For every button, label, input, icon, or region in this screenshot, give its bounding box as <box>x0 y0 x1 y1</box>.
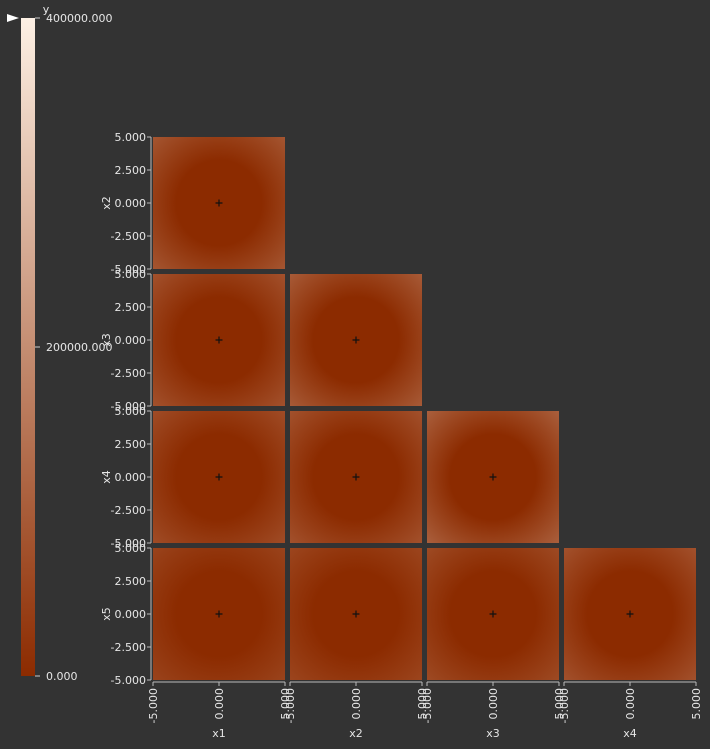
colorbar-tick-label: 0.000 <box>46 670 78 683</box>
y-tick-label: 0.000 <box>115 197 147 210</box>
y-tick-label: 5.000 <box>115 268 147 281</box>
y-tick-label: 5.000 <box>115 405 147 418</box>
x-tick-label: 0.000 <box>487 688 500 720</box>
center-marker-icon <box>626 610 634 618</box>
x-tick-label: 5.000 <box>553 688 566 720</box>
x-tick-label: -5.000 <box>147 688 160 723</box>
y-tick-label: -2.500 <box>111 504 146 517</box>
y-tick-label: -2.500 <box>111 230 146 243</box>
y-tick-label: 0.000 <box>115 334 147 347</box>
center-marker-icon <box>215 610 223 618</box>
y-tick-label: -5.000 <box>111 400 146 413</box>
y-tick-label: 2.500 <box>115 164 147 177</box>
y-axis-label-x4: x4 <box>100 470 113 484</box>
y-tick-label: 5.000 <box>115 131 147 144</box>
y-tick-label: -2.500 <box>111 367 146 380</box>
x-tick-label: 5.000 <box>279 688 292 720</box>
y-axis-label-x5: x5 <box>100 607 113 621</box>
heatmap-panels <box>153 137 696 680</box>
center-marker-icon <box>489 473 497 481</box>
center-marker-icon <box>352 336 360 344</box>
center-marker-icon <box>215 336 223 344</box>
center-marker-icon <box>215 473 223 481</box>
y-tick-label: 5.000 <box>115 542 147 555</box>
center-marker-icon <box>352 610 360 618</box>
y-axis-label-x2: x2 <box>100 196 113 210</box>
x-tick-label: -5.000 <box>421 688 434 723</box>
colorbar-pointer-icon <box>7 14 19 22</box>
x-axis-label-x2: x2 <box>349 727 363 740</box>
x-axis-label-x1: x1 <box>212 727 226 740</box>
center-marker-icon <box>489 610 497 618</box>
x-tick-label: 0.000 <box>624 688 637 720</box>
x-tick-label: 5.000 <box>416 688 429 720</box>
colorbar-tick-label: 400000.000 <box>46 12 112 25</box>
y-tick-label: -5.000 <box>111 263 146 276</box>
center-marker-icon <box>352 473 360 481</box>
y-tick-label: -5.000 <box>111 537 146 550</box>
colorbar-gradient <box>21 18 35 676</box>
x-axis-label-x3: x3 <box>486 727 500 740</box>
y-axes: 5.000 2.500 0.000 -2.500 -5.000 x2 5.000 2.500 0… <box>100 131 152 687</box>
x-axis-label-x4: x4 <box>623 727 637 740</box>
x-tick-label: -5.000 <box>558 688 571 723</box>
x-tick-label: 0.000 <box>213 688 226 720</box>
y-tick-label: 2.500 <box>115 575 147 588</box>
x-tick-label: -5.000 <box>284 688 297 723</box>
colorbar-tick-label: 200000.000 <box>46 341 112 354</box>
y-axis-label-x3: x3 <box>100 333 113 347</box>
y-tick-label: -5.000 <box>111 674 146 687</box>
y-tick-label: 2.500 <box>115 301 147 314</box>
x-tick-label: 0.000 <box>350 688 363 720</box>
center-marker-icon <box>215 199 223 207</box>
x-axes: -5.000 0.000 5.000 x1 -5.000 0.000 5.000 x2 -5.0… <box>147 681 703 740</box>
y-tick-label: 0.000 <box>115 608 147 621</box>
x-tick-label: 5.000 <box>690 688 703 720</box>
colorbar-label: y <box>43 3 50 16</box>
y-tick-label: 2.500 <box>115 438 147 451</box>
y-tick-label: 0.000 <box>115 471 147 484</box>
y-tick-label: -2.500 <box>111 641 146 654</box>
